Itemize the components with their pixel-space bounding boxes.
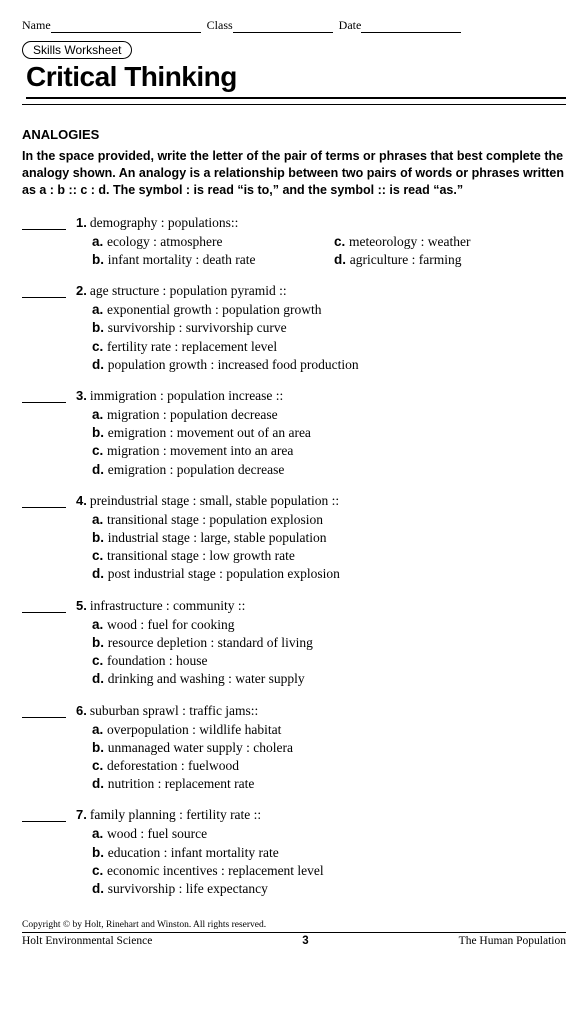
- choice-b: b. resource depletion : standard of livi…: [92, 634, 566, 652]
- section-heading: ANALOGIES: [22, 127, 566, 142]
- question-number: 5.: [76, 598, 87, 613]
- name-label: Name: [22, 18, 51, 33]
- choice-b: b. industrial stage : large, stable popu…: [92, 529, 566, 547]
- question-number: 4.: [76, 493, 87, 508]
- question-2: 2.age structure : population pyramid :: …: [22, 283, 566, 374]
- question-number: 6.: [76, 703, 87, 718]
- question-text: suburban sprawl : traffic jams::: [90, 703, 258, 718]
- question-7: 7.family planning : fertility rate :: a.…: [22, 807, 566, 898]
- choice-d: d. emigration : population decrease: [92, 461, 566, 479]
- question-text: family planning : fertility rate ::: [90, 807, 261, 822]
- choice-b: b. survivorship : survivorship curve: [92, 319, 566, 337]
- class-label: Class: [207, 18, 233, 33]
- question-4: 4.preindustrial stage : small, stable po…: [22, 493, 566, 584]
- question-text: infrastructure : community ::: [90, 598, 246, 613]
- choice-b: b. unmanaged water supply : cholera: [92, 739, 566, 757]
- title-block: Critical Thinking: [22, 61, 566, 105]
- choice-d: d. population growth : increased food pr…: [92, 356, 566, 374]
- choice-b: b. infant mortality : death rate: [92, 251, 324, 269]
- choice-d: d. agriculture : farming: [334, 251, 566, 269]
- choice-a: a. exponential growth : population growt…: [92, 301, 566, 319]
- class-field[interactable]: Class: [207, 18, 333, 33]
- question-number: 3.: [76, 388, 87, 403]
- answer-blank[interactable]: [22, 601, 66, 613]
- answer-blank[interactable]: [22, 391, 66, 403]
- footer-left: Holt Environmental Science: [22, 935, 152, 947]
- choice-a: a. transitional stage : population explo…: [92, 511, 566, 529]
- choice-d: d. post industrial stage : population ex…: [92, 565, 566, 583]
- question-number: 2.: [76, 283, 87, 298]
- name-field[interactable]: Name: [22, 18, 201, 33]
- answer-blank[interactable]: [22, 706, 66, 718]
- page-footer: Holt Environmental Science 3 The Human P…: [22, 933, 566, 947]
- choice-d: d. nutrition : replacement rate: [92, 775, 566, 793]
- choice-c: c. foundation : house: [92, 652, 566, 670]
- choice-c: c. meteorology : weather: [334, 233, 566, 251]
- question-5: 5.infrastructure : community :: a. wood …: [22, 598, 566, 689]
- choice-a: a. migration : population decrease: [92, 406, 566, 424]
- question-text: demography : populations::: [90, 215, 238, 230]
- choice-c: c. transitional stage : low growth rate: [92, 547, 566, 565]
- question-text: preindustrial stage : small, stable popu…: [90, 493, 339, 508]
- choice-c: c. fertility rate : replacement level: [92, 338, 566, 356]
- question-3: 3.immigration : population increase :: a…: [22, 388, 566, 479]
- page-title: Critical Thinking: [26, 61, 566, 99]
- skills-badge: Skills Worksheet: [22, 41, 132, 59]
- choice-a: a. wood : fuel for cooking: [92, 616, 566, 634]
- answer-blank[interactable]: [22, 810, 66, 822]
- choice-a: a. ecology : atmosphere: [92, 233, 324, 251]
- question-number: 7.: [76, 807, 87, 822]
- choice-a: a. overpopulation : wildlife habitat: [92, 721, 566, 739]
- choice-c: c. migration : movement into an area: [92, 442, 566, 460]
- question-6: 6.suburban sprawl : traffic jams:: a. ov…: [22, 703, 566, 794]
- footer-page-number: 3: [302, 935, 308, 947]
- answer-blank[interactable]: [22, 218, 66, 230]
- question-text: age structure : population pyramid ::: [90, 283, 287, 298]
- choice-c: c. economic incentives : replacement lev…: [92, 862, 566, 880]
- choice-d: d. survivorship : life expectancy: [92, 880, 566, 898]
- question-1: 1.demography : populations:: a. ecology …: [22, 215, 566, 269]
- copyright-text: Copyright © by Holt, Rinehart and Winsto…: [22, 912, 566, 933]
- answer-blank[interactable]: [22, 496, 66, 508]
- choice-c: c. deforestation : fuelwood: [92, 757, 566, 775]
- header-fields: Name Class Date: [22, 18, 566, 33]
- answer-blank[interactable]: [22, 286, 66, 298]
- choice-a: a. wood : fuel source: [92, 825, 566, 843]
- footer-right: The Human Population: [459, 935, 566, 947]
- question-number: 1.: [76, 215, 87, 230]
- instructions-text: In the space provided, write the letter …: [22, 148, 566, 199]
- choice-d: d. drinking and washing : water supply: [92, 670, 566, 688]
- choice-b: b. education : infant mortality rate: [92, 844, 566, 862]
- date-field[interactable]: Date: [339, 18, 462, 33]
- date-label: Date: [339, 18, 362, 33]
- question-text: immigration : population increase ::: [90, 388, 283, 403]
- choice-b: b. emigration : movement out of an area: [92, 424, 566, 442]
